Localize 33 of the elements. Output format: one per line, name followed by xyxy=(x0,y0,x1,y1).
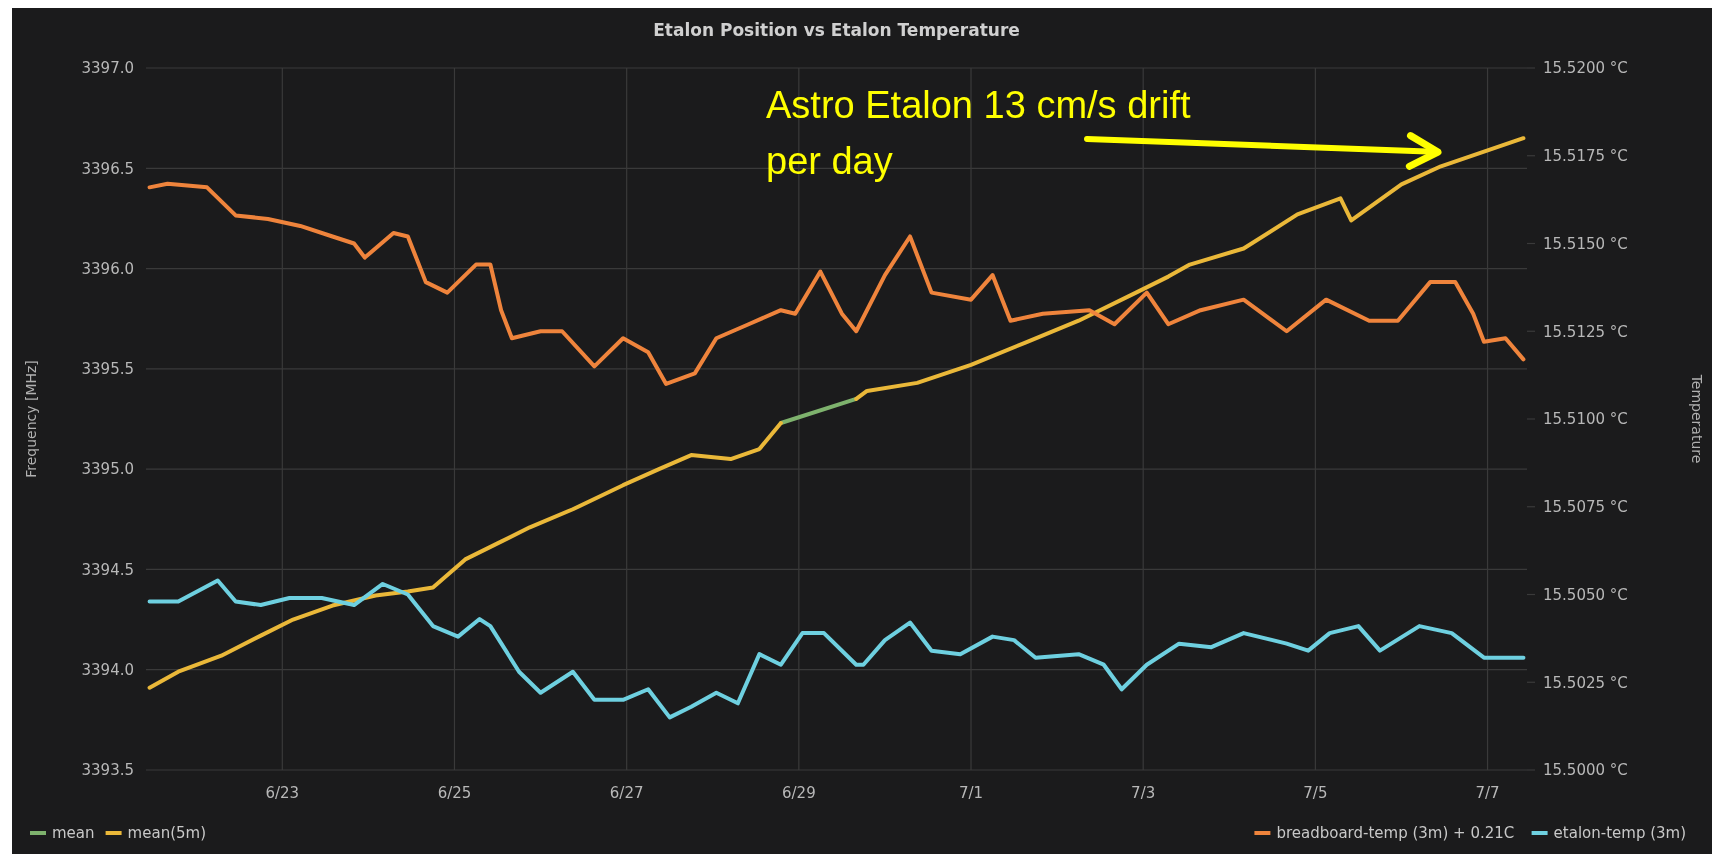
y2-tick-label: 15.5025 °C xyxy=(1543,673,1628,692)
legend-label: breadboard-temp (3m) + 0.21C xyxy=(1276,824,1515,842)
y2-axis-title: Temperature xyxy=(1689,373,1705,464)
x-tick-label: 7/5 xyxy=(1303,784,1328,802)
x-tick-label: 7/7 xyxy=(1475,784,1500,802)
legend-label: etalon-temp (3m) xyxy=(1553,824,1687,842)
y2-tick-label: 15.5125 °C xyxy=(1543,322,1628,341)
y-tick-label: 3395.5 xyxy=(81,360,134,379)
y2-tick-label: 15.5075 °C xyxy=(1543,498,1628,516)
x-tick-label: 6/27 xyxy=(609,784,644,802)
x-tick-label: 6/25 xyxy=(437,784,472,802)
legend-label: mean xyxy=(52,824,95,842)
y-tick-label: 3394.5 xyxy=(81,560,134,579)
x-tick-label: 6/23 xyxy=(265,784,300,802)
y-tick-label: 3396.0 xyxy=(81,259,134,278)
y-tick-label: 3394.0 xyxy=(81,660,134,679)
y2-tick-label: 15.5050 °C xyxy=(1543,585,1628,604)
x-tick-label: 7/3 xyxy=(1131,784,1156,802)
legend-label: mean(5m) xyxy=(127,824,207,842)
y2-tick-label: 15.5200 °C xyxy=(1543,59,1628,78)
y2-tick-label: 15.5100 °C xyxy=(1543,410,1628,429)
y2-tick-label: 15.5175 °C xyxy=(1543,147,1628,165)
y-tick-label: 3393.5 xyxy=(81,761,134,780)
x-tick-label: 6/29 xyxy=(781,784,816,802)
y-tick-label: 3396.5 xyxy=(81,159,134,178)
y-axis-title: Frequency [MHz] xyxy=(23,360,39,478)
x-tick-label: 7/1 xyxy=(958,784,984,802)
chart-title: Etalon Position vs Etalon Temperature xyxy=(653,20,1020,40)
y-tick-label: 3395.0 xyxy=(81,460,134,479)
y2-tick-label: 15.5150 °C xyxy=(1543,234,1628,253)
y-tick-label: 3397.0 xyxy=(81,59,134,78)
annotation: Astro Etalon 13 cm/s drift per day xyxy=(766,84,1191,182)
y2-tick-label: 15.5000 °C xyxy=(1543,761,1628,780)
